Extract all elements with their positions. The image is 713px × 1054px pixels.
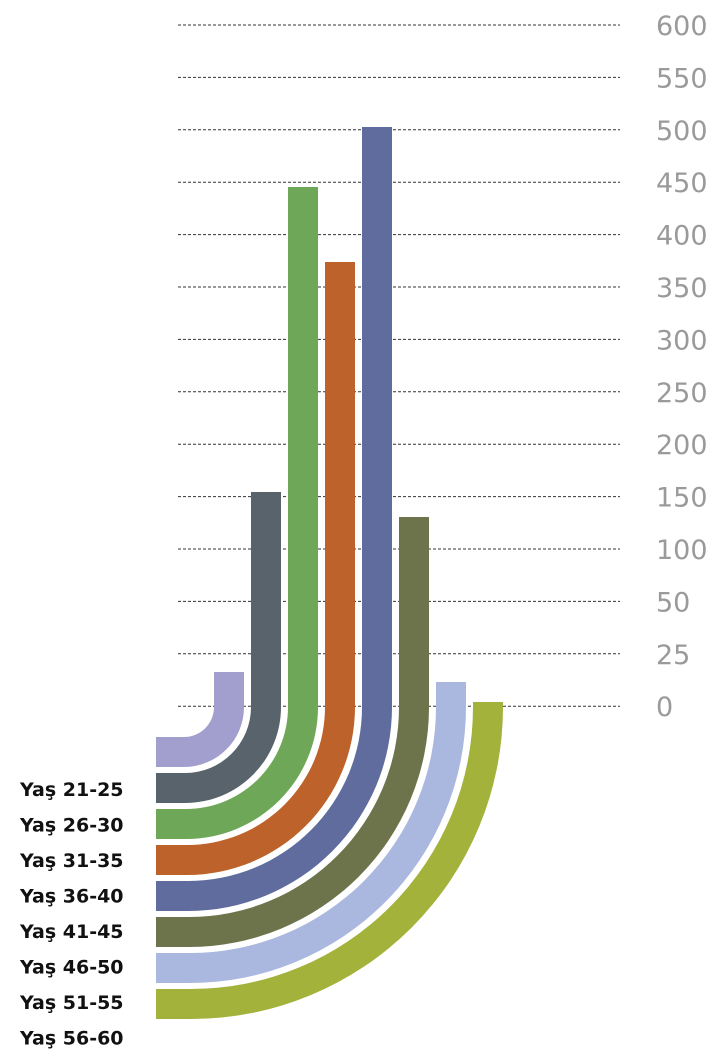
y-tick-label: 100 xyxy=(656,535,708,566)
y-tick-label: 350 xyxy=(656,273,708,304)
category-label: Yaş 41-45 xyxy=(19,921,124,943)
y-tick-label: 550 xyxy=(656,63,708,94)
y-tick-label: 200 xyxy=(656,430,708,461)
y-tick-label: 25 xyxy=(656,640,690,671)
y-tick-label: 400 xyxy=(656,221,708,252)
category-label: Yaş 31-35 xyxy=(19,850,124,872)
category-labels: Yaş 21-25 Yaş 26-30 Yaş 31-35 Yaş 36-40 Yaş … xyxy=(19,779,124,1050)
category-label: Yaş 51-55 xyxy=(19,992,124,1014)
bar-yaş-46-50 xyxy=(156,517,429,947)
y-tick-label: 0 xyxy=(656,692,673,723)
y-tick-label: 500 xyxy=(656,116,708,147)
bar-yaş-26-30 xyxy=(156,492,281,803)
bar-yaş-56-60 xyxy=(156,702,503,1019)
category-label: Yaş 46-50 xyxy=(19,957,124,979)
bar-yaş-36-40 xyxy=(156,262,355,875)
category-label: Yaş 21-25 xyxy=(19,779,124,801)
y-tick-label: 150 xyxy=(656,483,708,514)
category-label: Yaş 56-60 xyxy=(19,1028,124,1050)
y-tick-label: 50 xyxy=(656,587,690,618)
category-label: Yaş 36-40 xyxy=(19,886,124,908)
y-tick-label: 450 xyxy=(656,168,708,199)
bar-yaş-41-45 xyxy=(156,127,392,911)
y-tick-label: 250 xyxy=(656,378,708,409)
y-tick-label: 600 xyxy=(656,11,708,42)
bar-yaş-51-55 xyxy=(156,682,466,983)
y-tick-label: 300 xyxy=(656,325,708,356)
bar-yaş-21-25 xyxy=(156,672,244,767)
bars xyxy=(156,127,503,1019)
bar-yaş-31-35 xyxy=(156,187,318,839)
category-label: Yaş 26-30 xyxy=(19,815,124,837)
